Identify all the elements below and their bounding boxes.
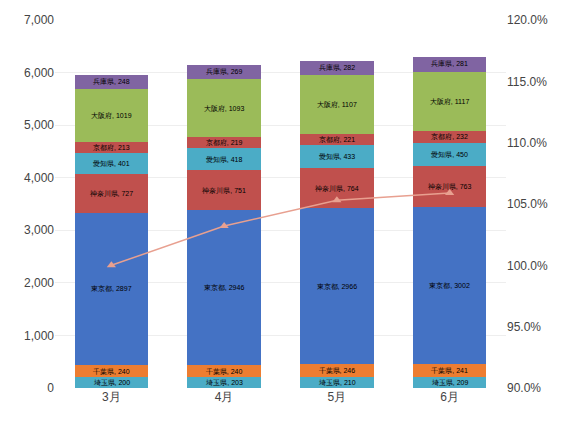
svg-text:120.0%: 120.0% bbox=[507, 13, 548, 27]
svg-text:愛知県, 433: 愛知県, 433 bbox=[319, 153, 356, 160]
svg-text:7,000: 7,000 bbox=[24, 13, 54, 27]
svg-text:4月: 4月 bbox=[215, 390, 234, 404]
svg-text:愛知県, 418: 愛知県, 418 bbox=[206, 156, 243, 163]
svg-text:東京都, 2966: 東京都, 2966 bbox=[317, 283, 358, 290]
svg-text:5,000: 5,000 bbox=[24, 118, 54, 132]
svg-text:大阪府, 1019: 大阪府, 1019 bbox=[91, 112, 132, 119]
svg-text:千葉県, 240: 千葉県, 240 bbox=[93, 368, 130, 375]
svg-text:埼玉県, 209: 埼玉県, 209 bbox=[431, 379, 469, 386]
svg-text:埼玉県, 200: 埼玉県, 200 bbox=[93, 379, 131, 386]
svg-text:京都府, 221: 京都府, 221 bbox=[319, 136, 356, 143]
svg-text:100.0%: 100.0% bbox=[507, 259, 548, 273]
svg-text:東京都, 3002: 東京都, 3002 bbox=[429, 282, 470, 289]
svg-text:2,000: 2,000 bbox=[24, 276, 54, 290]
svg-text:6,000: 6,000 bbox=[24, 66, 54, 80]
svg-text:千葉県, 246: 千葉県, 246 bbox=[319, 367, 356, 374]
svg-text:神奈川県, 763: 神奈川県, 763 bbox=[428, 183, 472, 190]
svg-text:大阪府, 1117: 大阪府, 1117 bbox=[430, 98, 470, 105]
svg-text:110.0%: 110.0% bbox=[507, 136, 547, 150]
svg-text:埼玉県, 203: 埼玉県, 203 bbox=[205, 379, 243, 386]
svg-text:京都府, 232: 京都府, 232 bbox=[431, 133, 468, 140]
svg-text:京都府, 219: 京都府, 219 bbox=[206, 139, 243, 146]
svg-text:神奈川県, 764: 神奈川県, 764 bbox=[315, 185, 359, 192]
svg-text:5月: 5月 bbox=[328, 390, 347, 404]
svg-text:兵庫県, 248: 兵庫県, 248 bbox=[93, 78, 130, 86]
svg-text:6月: 6月 bbox=[440, 390, 459, 404]
svg-text:千葉県, 240: 千葉県, 240 bbox=[206, 368, 243, 375]
svg-text:3月: 3月 bbox=[102, 390, 121, 404]
svg-text:4,000: 4,000 bbox=[24, 171, 54, 185]
svg-text:90.0%: 90.0% bbox=[507, 381, 541, 395]
svg-text:105.0%: 105.0% bbox=[507, 197, 548, 211]
svg-text:0: 0 bbox=[47, 381, 54, 395]
svg-text:3,000: 3,000 bbox=[24, 223, 54, 237]
svg-text:兵庫県, 281: 兵庫県, 281 bbox=[431, 60, 468, 68]
svg-text:埼玉県, 210: 埼玉県, 210 bbox=[318, 379, 356, 386]
svg-text:大阪府, 1107: 大阪府, 1107 bbox=[317, 101, 357, 108]
svg-text:神奈川県, 751: 神奈川県, 751 bbox=[202, 187, 246, 194]
svg-text:95.0%: 95.0% bbox=[507, 320, 541, 334]
svg-text:東京都, 2897: 東京都, 2897 bbox=[91, 285, 132, 292]
svg-text:千葉県, 241: 千葉県, 241 bbox=[431, 367, 468, 374]
svg-text:東京都, 2946: 東京都, 2946 bbox=[204, 284, 245, 291]
svg-text:115.0%: 115.0% bbox=[507, 75, 547, 89]
svg-text:大阪府, 1093: 大阪府, 1093 bbox=[204, 105, 245, 112]
svg-text:京都府, 213: 京都府, 213 bbox=[93, 144, 130, 151]
svg-text:愛知県, 401: 愛知県, 401 bbox=[93, 160, 130, 167]
svg-text:1,000: 1,000 bbox=[24, 329, 54, 343]
svg-text:兵庫県, 269: 兵庫県, 269 bbox=[206, 68, 243, 76]
svg-text:兵庫県, 282: 兵庫県, 282 bbox=[319, 64, 356, 72]
svg-text:愛知県, 450: 愛知県, 450 bbox=[431, 151, 468, 158]
svg-text:神奈川県, 727: 神奈川県, 727 bbox=[90, 190, 134, 197]
